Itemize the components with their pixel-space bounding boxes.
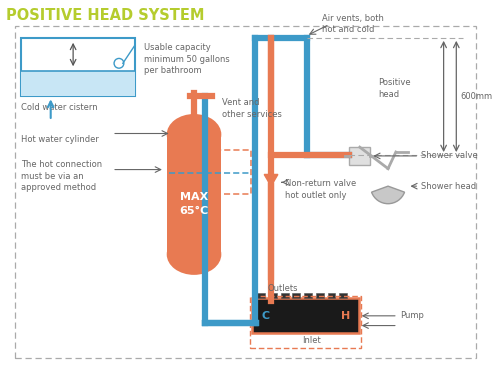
Text: Vent and
other services: Vent and other services xyxy=(222,98,282,119)
Text: Positive
head: Positive head xyxy=(378,78,411,99)
Bar xyxy=(293,293,300,298)
Bar xyxy=(169,150,250,194)
Text: The hot connection
must be via an
approved method: The hot connection must be via an approv… xyxy=(21,160,103,192)
Bar xyxy=(167,134,221,254)
Text: Outlets: Outlets xyxy=(267,285,298,293)
Polygon shape xyxy=(264,174,278,186)
Bar xyxy=(281,293,289,298)
Bar xyxy=(304,293,312,298)
Text: Shower valve: Shower valve xyxy=(421,151,478,161)
Bar xyxy=(249,296,361,348)
Wedge shape xyxy=(372,186,405,204)
Text: MAX
65°C: MAX 65°C xyxy=(180,192,209,216)
Text: Pump: Pump xyxy=(400,311,424,320)
Text: Hot water cylinder: Hot water cylinder xyxy=(21,136,99,144)
Text: Inlet: Inlet xyxy=(302,336,321,345)
Bar xyxy=(316,293,324,298)
Ellipse shape xyxy=(167,234,221,275)
Bar xyxy=(14,26,476,358)
Bar xyxy=(257,293,265,298)
Text: Non-return valve
hot outlet only: Non-return valve hot outlet only xyxy=(285,179,356,200)
Text: C: C xyxy=(261,311,269,321)
Text: H: H xyxy=(341,311,350,321)
Bar xyxy=(251,298,359,333)
Text: Shower head: Shower head xyxy=(421,182,476,190)
Text: Air vents, both
hot and cold: Air vents, both hot and cold xyxy=(322,13,383,35)
Text: Usable capacity
minimum 50 gallons
per bathroom: Usable capacity minimum 50 gallons per b… xyxy=(144,43,230,75)
Text: Cold water cistern: Cold water cistern xyxy=(21,103,98,112)
Bar xyxy=(339,293,347,298)
Bar xyxy=(327,293,335,298)
Circle shape xyxy=(114,58,124,68)
Bar xyxy=(21,38,134,96)
Bar xyxy=(269,293,277,298)
Text: POSITIVE HEAD SYSTEM: POSITIVE HEAD SYSTEM xyxy=(6,8,204,23)
Bar xyxy=(349,147,371,165)
Text: 600mm: 600mm xyxy=(460,92,493,101)
Ellipse shape xyxy=(167,114,221,155)
Bar xyxy=(21,71,134,96)
